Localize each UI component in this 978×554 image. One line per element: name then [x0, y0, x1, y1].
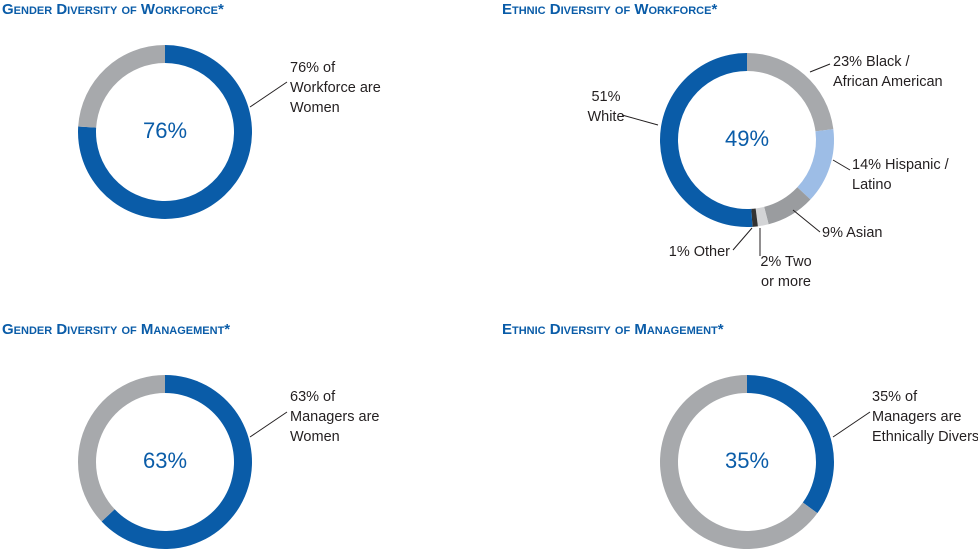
slice-label: 14% Hispanic / — [852, 157, 950, 173]
slice-label: 35% of — [872, 389, 918, 405]
slice-label: Ethnically Diverse — [872, 429, 978, 445]
center-label: 49% — [725, 126, 769, 151]
chart-title: Ethnic Diversity of Management* — [502, 321, 724, 338]
leader-line — [249, 411, 288, 438]
leader-line — [792, 209, 821, 233]
donut-slice — [747, 375, 834, 514]
donut-slice — [78, 45, 165, 128]
chart-title: Gender Diversity of Workforce* — [2, 1, 224, 18]
center-label: 63% — [143, 448, 187, 473]
donut-slice — [797, 129, 834, 200]
leader-line — [249, 81, 288, 108]
slice-label: Managers are — [872, 409, 961, 425]
slice-label: 63% of — [290, 389, 336, 405]
leader-line — [809, 63, 831, 73]
leader-line — [732, 227, 753, 251]
slice-label: Women — [290, 429, 340, 445]
center-label: 35% — [725, 448, 769, 473]
donut-slice — [755, 206, 769, 227]
slice-label: 23% Black / — [833, 54, 911, 70]
slice-label: Workforce are — [290, 80, 381, 96]
donut-slice — [659, 53, 753, 228]
chart-title: Gender Diversity of Management* — [2, 321, 230, 338]
donut-slice — [764, 187, 811, 225]
donut-slice — [101, 375, 252, 549]
slice-label: 76% of — [290, 60, 336, 76]
slice-label: 51% — [591, 89, 620, 105]
donut-slice — [751, 208, 758, 227]
donut-slice — [747, 53, 834, 132]
slice-label: Latino — [852, 177, 892, 193]
leader-line — [621, 114, 659, 126]
donut-slice — [77, 375, 165, 522]
leader-line — [832, 411, 871, 438]
center-label: 76% — [143, 118, 187, 143]
slice-label: or more — [761, 274, 811, 290]
slice-label: 9% Asian — [822, 225, 882, 241]
slice-label: 2% Two — [760, 254, 811, 270]
slice-label: White — [587, 109, 624, 125]
slice-label: 1% Other — [669, 244, 730, 260]
slice-label: African American — [833, 74, 943, 90]
chart-title: Ethnic Diversity of Workforce* — [502, 1, 717, 18]
slice-label: Managers are — [290, 409, 379, 425]
leader-line — [832, 159, 851, 171]
slice-label: Women — [290, 100, 340, 116]
